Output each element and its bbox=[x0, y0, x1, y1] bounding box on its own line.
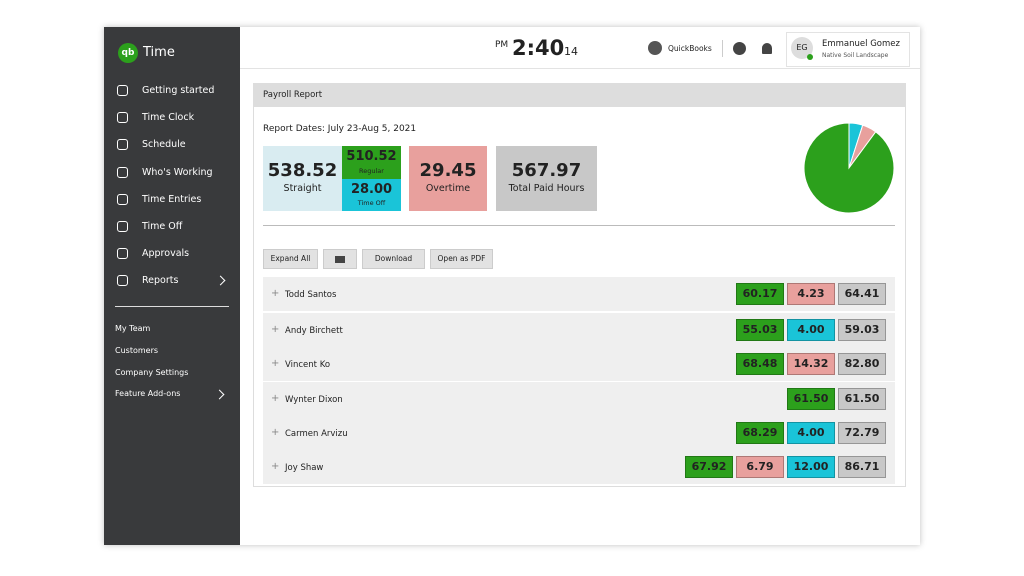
user-box[interactable] bbox=[786, 32, 910, 67]
employee-name: Vincent Ko bbox=[285, 360, 331, 370]
nav-item[interactable]: Time Entries bbox=[142, 193, 202, 205]
rule bbox=[263, 225, 895, 226]
overtime-box bbox=[409, 146, 487, 211]
total-value: 567.97 bbox=[511, 160, 582, 181]
clock-seconds: 14 bbox=[564, 45, 578, 58]
hours-cell: 72.79 bbox=[838, 422, 886, 444]
sidebar-link[interactable]: My Team bbox=[115, 324, 151, 333]
divider bbox=[115, 306, 229, 307]
separator bbox=[722, 40, 723, 57]
nav-item[interactable]: Who's Working bbox=[142, 166, 213, 178]
sidebar-link[interactable]: Company Settings bbox=[115, 367, 189, 377]
nav-icon bbox=[117, 275, 128, 287]
report-header bbox=[254, 84, 905, 107]
hours-cell: 6.79 bbox=[736, 456, 784, 478]
total-label: Total Paid Hours bbox=[508, 183, 585, 194]
time-off-value: 28.00 bbox=[350, 182, 393, 197]
brand: Time bbox=[143, 45, 175, 60]
hours-cell: 4.00 bbox=[787, 422, 835, 444]
open-pdf-button[interactable]: Open as PDF bbox=[430, 249, 493, 269]
nav-item[interactable]: Getting started bbox=[142, 85, 215, 96]
pie-slice bbox=[803, 122, 895, 214]
report-dates: Report Dates: July 23-Aug 5, 2021 bbox=[263, 124, 417, 134]
employee-name: Wynter Dixon bbox=[285, 395, 343, 405]
straight-value: 538.52 bbox=[267, 160, 338, 181]
user-company: Native Soil Landscape bbox=[822, 52, 889, 59]
logo[interactable]: qb bbox=[118, 43, 138, 63]
straight-box bbox=[263, 146, 342, 211]
product[interactable]: QuickBooks bbox=[668, 44, 712, 53]
topbar-border bbox=[240, 68, 920, 69]
regular-value: 510.52 bbox=[346, 149, 397, 164]
clock-period: PM bbox=[495, 40, 509, 50]
nav-icon bbox=[117, 166, 128, 178]
total-box bbox=[496, 146, 597, 211]
hours-cell: 82.80 bbox=[838, 353, 886, 375]
overtime-label: Overtime bbox=[425, 183, 471, 194]
hours-cell: 4.00 bbox=[787, 319, 835, 341]
expand-all-button[interactable]: Expand All bbox=[263, 249, 318, 269]
employee-name: Carmen Arvizu bbox=[285, 429, 348, 439]
sidebar-link[interactable]: Feature Add-ons bbox=[115, 389, 181, 399]
help-icon[interactable] bbox=[733, 42, 746, 55]
hours-cell: 14.32 bbox=[787, 353, 835, 375]
nav-item[interactable]: Time Clock bbox=[142, 112, 195, 124]
report-title: Payroll Report bbox=[263, 90, 323, 100]
hours-cell: 64.41 bbox=[838, 283, 886, 305]
nav-item[interactable]: Schedule bbox=[142, 139, 186, 151]
hours-cell: 4.23 bbox=[787, 283, 835, 305]
regular-box bbox=[342, 146, 401, 179]
hours-cell: 86.71 bbox=[838, 456, 886, 478]
expand-icon: + bbox=[271, 427, 280, 438]
nav-item[interactable]: Approvals bbox=[142, 248, 190, 260]
nav-icon bbox=[117, 221, 128, 232]
sidebar-link[interactable]: Customers bbox=[115, 345, 159, 355]
hours-cell: 68.29 bbox=[736, 422, 784, 444]
pie-chart bbox=[803, 122, 895, 214]
nav-icon bbox=[117, 193, 128, 205]
hours-cell: 59.03 bbox=[838, 319, 886, 341]
hours-cell: 60.17 bbox=[736, 283, 784, 305]
employee-name: Andy Birchett bbox=[285, 326, 343, 336]
status-dot bbox=[807, 54, 813, 60]
hours-cell: 61.50 bbox=[787, 388, 835, 410]
employee-name: Joy Shaw bbox=[285, 463, 324, 473]
time-off-label: Time Off bbox=[357, 199, 386, 207]
qb-icon[interactable] bbox=[648, 41, 662, 55]
bell-icon[interactable] bbox=[762, 43, 772, 54]
report-panel bbox=[253, 83, 906, 487]
hours-cell: 68.48 bbox=[736, 353, 784, 375]
expand-icon: + bbox=[271, 288, 280, 299]
nav-item[interactable]: Reports bbox=[142, 275, 179, 287]
clock-time: 2:40 bbox=[512, 36, 565, 60]
nav-item[interactable]: Time Off bbox=[142, 221, 183, 232]
time-off-box bbox=[342, 179, 401, 211]
overtime-value: 29.45 bbox=[419, 160, 477, 181]
straight-label: Straight bbox=[283, 183, 322, 194]
nav-icon bbox=[117, 139, 128, 151]
hours-cell: 12.00 bbox=[787, 456, 835, 478]
regular-label: Regular bbox=[359, 167, 384, 175]
hours-cell: 55.03 bbox=[736, 319, 784, 341]
hours-cell: 67.92 bbox=[685, 456, 733, 478]
nav-icon bbox=[117, 112, 128, 124]
nav-icon bbox=[117, 85, 128, 96]
user-name: Emmanuel Gomez bbox=[822, 39, 900, 49]
avatar[interactable]: EG bbox=[791, 37, 813, 59]
expand-icon: + bbox=[271, 393, 280, 404]
expand-icon: + bbox=[271, 324, 280, 335]
print-button[interactable] bbox=[323, 249, 357, 269]
expand-icon: + bbox=[271, 358, 280, 369]
download-button[interactable]: Download bbox=[362, 249, 425, 269]
hours-cell: 61.50 bbox=[838, 388, 886, 410]
nav-icon bbox=[117, 248, 128, 260]
expand-icon: + bbox=[271, 461, 280, 472]
employee-name: Todd Santos bbox=[285, 290, 337, 300]
